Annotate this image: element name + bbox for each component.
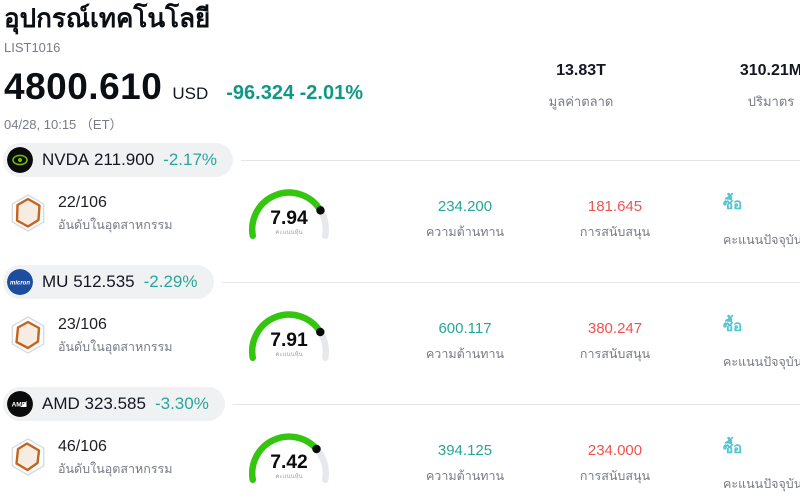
currency-label: USD bbox=[172, 83, 209, 103]
volume-label: ปริมาตร bbox=[747, 94, 795, 109]
support-column: 234.000 การสนับสนุน bbox=[540, 442, 690, 486]
support-value: 181.645 bbox=[587, 198, 643, 215]
resistance-label: ความต้านทาน bbox=[425, 347, 505, 361]
signal-label: คะแนนปัจจุบัน bbox=[723, 233, 800, 247]
resistance-value: 394.125 bbox=[437, 442, 493, 459]
stock-row-nvda: NVDA 211.900 -2.17% 22/106 อันดับในอุตสา… bbox=[0, 143, 800, 265]
rank-value: 46/106 bbox=[58, 438, 107, 455]
score-value: 7.94 bbox=[270, 208, 308, 229]
support-column: 380.247 การสนับสนุน bbox=[540, 320, 690, 364]
score-label: คะแนนหุ้น bbox=[275, 473, 302, 480]
stock-row-amd: AMD AMD 323.585 -3.30% 46/106 อันดับในอุ… bbox=[0, 387, 800, 499]
industry-rank: 46/106 อันดับในอุตสาหกรรม bbox=[58, 438, 173, 479]
score-label: คะแนนหุ้น bbox=[275, 351, 302, 358]
stock-price: 512.535 bbox=[73, 272, 135, 291]
industry-radar-icon bbox=[11, 194, 45, 232]
row-separator bbox=[241, 159, 800, 161]
resistance-column: 394.125 ความต้านทาน bbox=[390, 442, 540, 486]
score-value: 7.42 bbox=[270, 452, 308, 473]
support-value: 234.000 bbox=[587, 442, 643, 459]
volume-value: 310.21M bbox=[739, 62, 800, 79]
signal-column: ซื้อ คะแนนปัจจุบัน bbox=[723, 192, 800, 250]
signal-label: คะแนนปัจจุบัน bbox=[723, 477, 800, 491]
gauge-chart: 7.94 คะแนนหุ้น bbox=[249, 189, 329, 240]
score-label: คะแนนหุ้น bbox=[275, 229, 302, 236]
stat-market-cap: 13.83T มูลค่าตลาด bbox=[516, 62, 646, 112]
support-label: การสนับสนุน bbox=[579, 469, 651, 483]
stock-change: -2.17% bbox=[163, 150, 218, 169]
header: อุปกรณ์เทคโนโลยี LIST1016 4800.610 USD -… bbox=[4, 2, 363, 133]
score-gauge: 7.94 คะแนนหุ้น bbox=[243, 181, 335, 241]
ticker: MU bbox=[42, 272, 69, 291]
rank-label: อันดับในอุตสาหกรรม bbox=[58, 462, 173, 476]
ticker-and-price: AMD 323.585 bbox=[42, 394, 146, 414]
svg-text:AMD: AMD bbox=[12, 402, 27, 409]
gauge-chart: 7.42 คะแนนหุ้น bbox=[249, 433, 329, 484]
last-price: 4800.610 bbox=[4, 65, 163, 107]
rank-value: 23/106 bbox=[58, 316, 107, 333]
page-title: อุปกรณ์เทคโนโลยี bbox=[4, 3, 211, 33]
support-label: การสนับสนุน bbox=[579, 225, 651, 239]
market-cap-label: มูลค่าตลาด bbox=[548, 94, 614, 109]
support-column: 181.645 การสนับสนุน bbox=[540, 198, 690, 242]
stock-change: -2.29% bbox=[143, 272, 198, 291]
rank-label: อันดับในอุตสาหกรรม bbox=[58, 218, 173, 232]
stock-row-mu: micron MU 512.535 -2.29% 23/106 อันดับใน… bbox=[0, 265, 800, 387]
stock-change: -3.30% bbox=[154, 394, 209, 413]
price-line: 4800.610 USD -96.324 -2.01% bbox=[4, 66, 363, 108]
resistance-column: 234.200 ความต้านทาน bbox=[390, 198, 540, 242]
ticker-pill-mu[interactable]: micron MU 512.535 -2.29% bbox=[3, 265, 214, 299]
resistance-column: 600.117 ความต้านทาน bbox=[390, 320, 540, 364]
ticker: NVDA bbox=[42, 150, 90, 169]
signal-value: ซื้อ bbox=[723, 196, 743, 213]
signal-value: ซื้อ bbox=[723, 440, 743, 457]
signal-column: ซื้อ คะแนนปัจจุบัน bbox=[723, 314, 800, 372]
stock-price: 323.585 bbox=[84, 394, 146, 413]
symbol-code: LIST1016 bbox=[4, 39, 61, 55]
row-header: micron MU 512.535 -2.29% bbox=[0, 265, 800, 299]
nvidia-logo-icon bbox=[7, 147, 33, 173]
stock-price: 211.900 bbox=[93, 150, 155, 169]
support-label: การสนับสนุน bbox=[579, 347, 651, 361]
industry-rank: 22/106 อันดับในอุตสาหกรรม bbox=[58, 194, 173, 235]
rank-value: 22/106 bbox=[58, 194, 107, 211]
amd-logo-icon: AMD bbox=[7, 391, 33, 417]
ticker-and-price: MU 512.535 bbox=[42, 272, 135, 292]
market-cap-value: 13.83T bbox=[556, 62, 606, 79]
stat-volume: 310.21M ปริมาตร bbox=[706, 62, 800, 112]
row-separator bbox=[221, 281, 800, 283]
signal-column: ซื้อ คะแนนปัจจุบัน bbox=[723, 436, 800, 494]
industry-radar-icon bbox=[11, 316, 45, 354]
signal-label: คะแนนปัจจุบัน bbox=[723, 355, 800, 369]
row-separator bbox=[232, 403, 800, 405]
resistance-value: 234.200 bbox=[437, 198, 493, 215]
score-value: 7.91 bbox=[270, 330, 308, 351]
price-change: -96.324 -2.01% bbox=[226, 81, 363, 104]
resistance-value: 600.117 bbox=[438, 320, 492, 337]
resistance-label: ความต้านทาน bbox=[425, 225, 505, 239]
industry-rank: 23/106 อันดับในอุตสาหกรรม bbox=[58, 316, 173, 357]
ticker-pill-amd[interactable]: AMD AMD 323.585 -3.30% bbox=[3, 387, 225, 421]
gauge-chart: 7.91 คะแนนหุ้น bbox=[249, 311, 329, 362]
signal-value: ซื้อ bbox=[723, 318, 743, 335]
ticker-pill-nvda[interactable]: NVDA 211.900 -2.17% bbox=[3, 143, 234, 177]
ticker: AMD bbox=[42, 394, 80, 413]
ticker-and-price: NVDA 211.900 bbox=[42, 150, 154, 170]
quote-timestamp: 04/28, 10:15 （ET） bbox=[4, 116, 123, 132]
score-gauge: 7.42 คะแนนหุ้น bbox=[243, 425, 335, 485]
row-header: AMD AMD 323.585 -3.30% bbox=[0, 387, 800, 421]
support-value: 380.247 bbox=[587, 320, 643, 337]
score-gauge: 7.91 คะแนนหุ้น bbox=[243, 303, 335, 363]
svg-text:micron: micron bbox=[10, 281, 30, 287]
rank-label: อันดับในอุตสาหกรรม bbox=[58, 340, 173, 354]
micron-logo-icon: micron bbox=[7, 269, 33, 295]
row-header: NVDA 211.900 -2.17% bbox=[0, 143, 800, 177]
industry-radar-icon bbox=[11, 438, 45, 476]
resistance-label: ความต้านทาน bbox=[425, 469, 505, 483]
